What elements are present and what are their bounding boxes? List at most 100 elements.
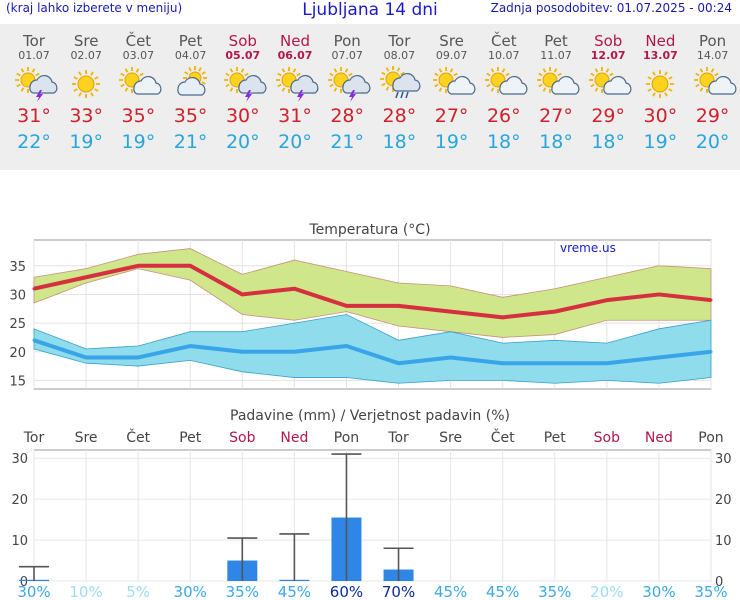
temp-max: 30° xyxy=(225,105,260,127)
page-title: Ljubljana 14 dni xyxy=(302,0,438,20)
tmax-point xyxy=(501,315,505,319)
precip-day-label: Pet xyxy=(544,430,567,446)
day-name: Tor xyxy=(23,32,45,50)
tmax-point xyxy=(136,264,140,268)
forecast-day-8: Sre 09.07 27° 19° xyxy=(426,24,478,154)
day-date: 10.07 xyxy=(488,49,520,62)
forecast-day-1: Sre 02.07 33° 19° xyxy=(60,24,112,154)
sun-cloud-thunder-icon xyxy=(276,67,319,102)
forecast-day-5: Ned 06.07 31° 20° xyxy=(269,24,321,154)
tmax-point xyxy=(449,310,453,314)
precip-day-label: Sob xyxy=(229,430,255,446)
day-date: 12.07 xyxy=(590,49,626,62)
forecast-day-3: Pet 04.07 35° 21° xyxy=(165,24,217,154)
location-menu-hint[interactable]: (kraj lahko izberete v meniju) xyxy=(6,1,183,15)
temp-min: 20° xyxy=(695,131,730,153)
tmin-range-band xyxy=(33,314,712,384)
temperature-chart-title: Temperatura (°C) xyxy=(308,222,430,238)
sun-icon xyxy=(72,70,101,98)
sun-cloud-thunder-icon xyxy=(328,67,371,102)
precip-day-label: Tor xyxy=(23,430,45,446)
precip-y-tick-left: 30 xyxy=(11,452,28,467)
temp-min: 19° xyxy=(434,131,469,153)
temp-min: 20° xyxy=(278,131,312,153)
tmin-point xyxy=(344,344,348,348)
day-name: Sre xyxy=(73,32,99,50)
temp-min: 18° xyxy=(539,131,573,153)
forecast-day-0: Tor 01.07 31° 22° xyxy=(8,24,60,154)
sun-cloud-icon xyxy=(484,67,528,95)
precip-y-tick-right: 20 xyxy=(715,493,732,508)
temp-min: 21° xyxy=(330,131,365,153)
temp-min: 19° xyxy=(643,131,678,153)
forecast-day-9: Čet 10.07 26° 18° xyxy=(478,24,530,154)
day-name: Pet xyxy=(178,32,203,50)
tmin-point xyxy=(32,338,36,342)
temp-max: 26° xyxy=(486,105,521,127)
temp-min: 18° xyxy=(382,131,417,153)
tmax-point xyxy=(553,310,557,314)
forecast-day-13: Pon 14.07 29° 20° xyxy=(687,24,739,154)
temp-y-tick-label: 15 xyxy=(9,374,26,389)
day-date: 11.07 xyxy=(540,49,572,62)
day-name: Ned xyxy=(280,32,310,50)
forecast-day-4: Sob 05.07 30° 20° xyxy=(217,24,269,154)
tmax-point xyxy=(605,298,609,302)
sun-cloud-thunder-icon xyxy=(223,67,267,102)
sun-cloud-rain-icon xyxy=(380,66,421,99)
tmin-point xyxy=(136,355,140,359)
day-name: Pet xyxy=(544,32,568,50)
sun-cloud-icon xyxy=(537,67,580,95)
day-date: 13.07 xyxy=(642,49,678,62)
forecast-day-6: Pon 07.07 28° 21° xyxy=(321,24,373,154)
tmax-point xyxy=(657,292,661,296)
forecast-day-12: Ned 13.07 30° 19° xyxy=(634,24,686,154)
tmin-point xyxy=(605,361,609,365)
temp-y-tick-label: 35 xyxy=(9,260,26,275)
temp-y-tick-label: 30 xyxy=(9,288,26,303)
precip-probability-label: 35% xyxy=(226,583,259,600)
tmin-point xyxy=(188,344,192,348)
day-name: Tor xyxy=(388,32,411,50)
day-name: Sre xyxy=(439,32,464,50)
sun-cloud-icon xyxy=(119,67,162,95)
precip-day-label: Čet xyxy=(126,428,150,446)
forecast-day-11: Sob 12.07 29° 18° xyxy=(582,24,634,154)
tmin-point xyxy=(553,361,557,365)
day-date: 03.07 xyxy=(122,49,155,62)
temp-max: 35° xyxy=(121,105,156,127)
temp-min: 20° xyxy=(225,131,260,153)
tmin-point xyxy=(449,355,453,359)
temp-min: 18° xyxy=(486,131,521,153)
precip-day-label: Ned xyxy=(645,430,673,446)
precip-probability-label: 10% xyxy=(69,583,102,600)
precip-plot-area xyxy=(33,449,712,582)
sun-cloud-icon xyxy=(589,67,632,95)
day-date: 08.07 xyxy=(383,49,416,62)
day-date: 02.07 xyxy=(70,49,102,62)
day-name: Pon xyxy=(333,32,361,50)
day-date: 06.07 xyxy=(277,49,313,62)
forecast-day-7: Tor 08.07 28° 18° xyxy=(373,24,425,154)
tmin-point xyxy=(84,355,88,359)
precip-probability-label: 5% xyxy=(126,583,150,600)
tmax-point xyxy=(344,304,348,308)
precip-y-tick-left: 20 xyxy=(11,493,28,508)
precip-day-label: Ned xyxy=(280,430,308,446)
day-name: Sob xyxy=(594,32,623,50)
tmin-line xyxy=(33,338,712,366)
temp-y-tick-label: 25 xyxy=(9,317,26,332)
sun-cloud-icon xyxy=(693,67,737,95)
precip-day-label: Pon xyxy=(698,430,723,446)
temp-max: 31° xyxy=(17,105,51,127)
day-date: 01.07 xyxy=(18,49,50,62)
tmin-point xyxy=(397,361,401,365)
tmax-point xyxy=(188,264,192,268)
temp-max: 35° xyxy=(173,105,208,127)
sun-icon xyxy=(646,70,675,98)
precip-day-label: Tor xyxy=(387,430,409,446)
precip-y-tick-right: 0 xyxy=(715,575,723,590)
temp-max: 28° xyxy=(330,105,365,127)
day-date: 04.07 xyxy=(174,49,207,62)
